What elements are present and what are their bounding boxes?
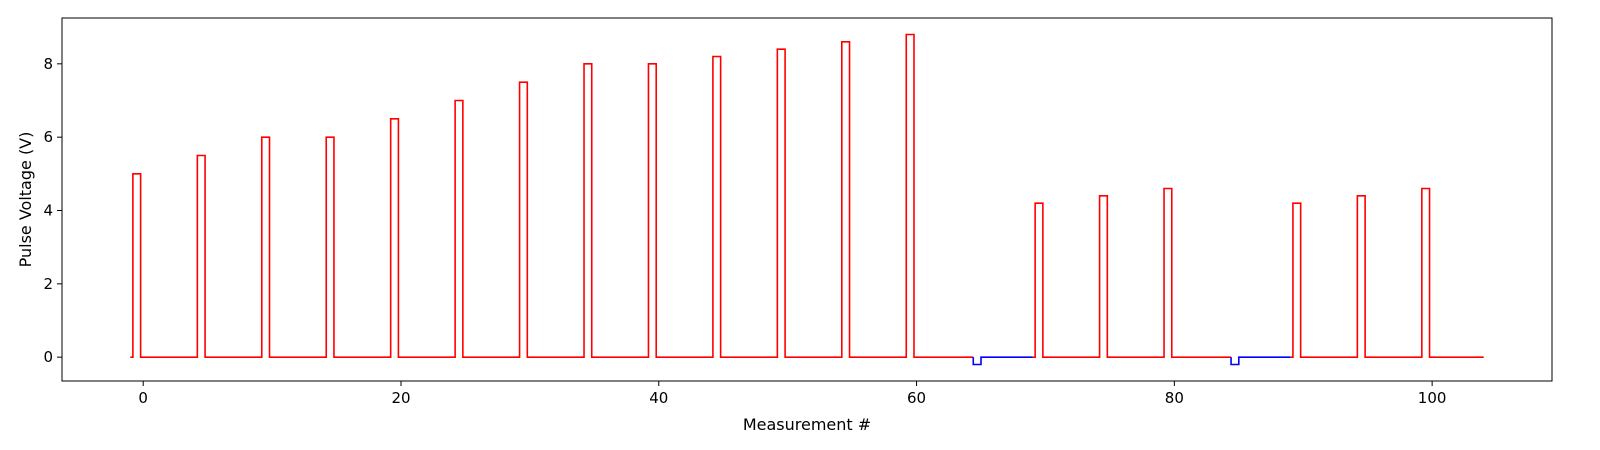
plot-area (130, 33, 1484, 366)
x-axis: 0 20 40 60 80 100 (138, 381, 1446, 407)
x-tick-label: 60 (907, 389, 926, 407)
y-tick-label: 8 (43, 55, 53, 73)
y-tick-label: 4 (43, 202, 53, 220)
y-tick-label: 6 (43, 128, 53, 146)
x-axis-label: Measurement # (743, 415, 871, 434)
y-tick-label: 2 (43, 275, 53, 293)
series-0-line-segment-0 (130, 33, 974, 358)
y-axis: 0 2 4 6 8 (43, 55, 62, 366)
series-1-line-segment-0 (972, 356, 1033, 366)
x-tick-label: 80 (1165, 389, 1184, 407)
series-0-line-segment-2 (1290, 187, 1484, 358)
axes-frame (61, 17, 1553, 382)
x-tick-label: 40 (649, 389, 668, 407)
x-tick-label: 100 (1418, 389, 1447, 407)
x-tick-label: 20 (391, 389, 410, 407)
series-1-line-segment-1 (1230, 356, 1291, 366)
y-axis-label: Pulse Voltage (V) (16, 132, 35, 268)
y-tick-label: 0 (43, 348, 53, 366)
x-tick-label: 0 (138, 389, 148, 407)
series-0-line-segment-1 (1032, 187, 1232, 358)
